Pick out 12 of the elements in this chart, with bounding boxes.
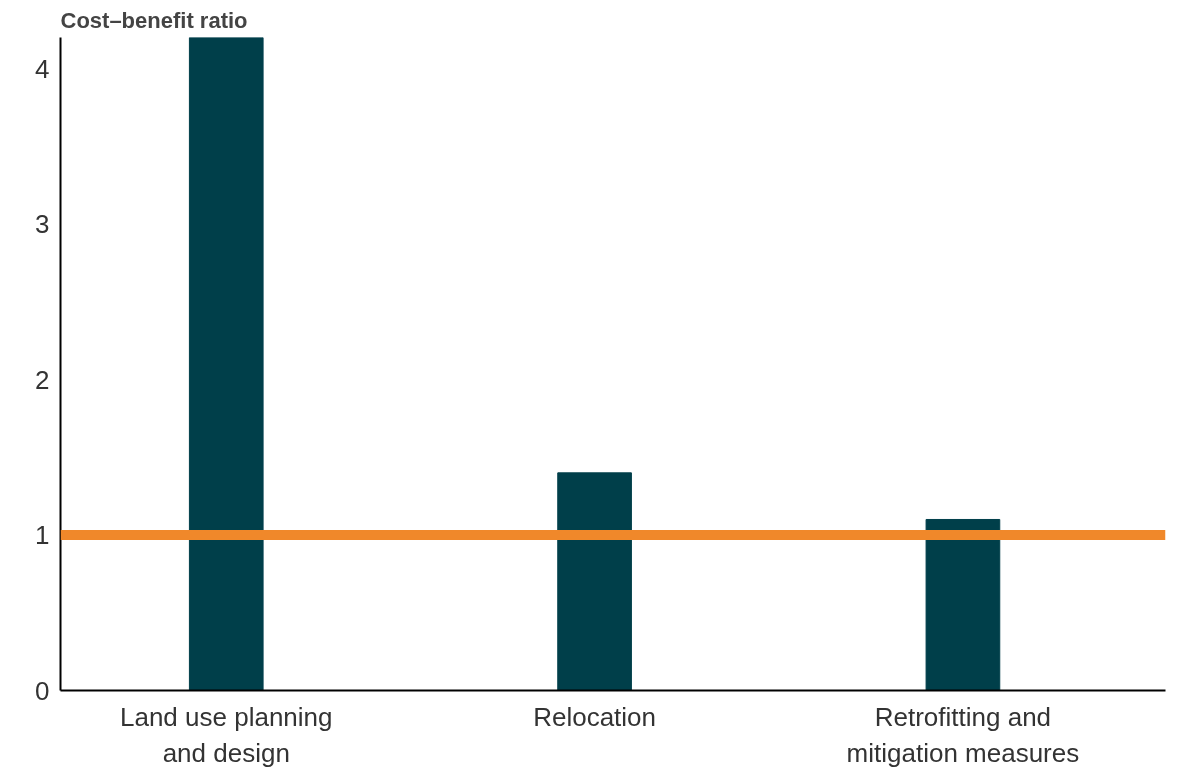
bar <box>188 37 264 691</box>
x-tick-label: Retrofitting and mitigation measures <box>846 701 1080 768</box>
x-tick-label: Relocation <box>533 701 657 732</box>
x-tick-label: Land use planning and design <box>119 701 333 768</box>
y-tick-label: 0 <box>35 675 50 706</box>
bar <box>925 518 1001 691</box>
y-tick-label: 1 <box>35 520 50 551</box>
y-tick-label: 2 <box>35 364 50 395</box>
y-tick-label: 3 <box>35 209 50 240</box>
y-tick-label: 4 <box>35 53 50 84</box>
chart-title: Cost–benefit ratio <box>60 7 248 33</box>
bar <box>557 472 632 691</box>
